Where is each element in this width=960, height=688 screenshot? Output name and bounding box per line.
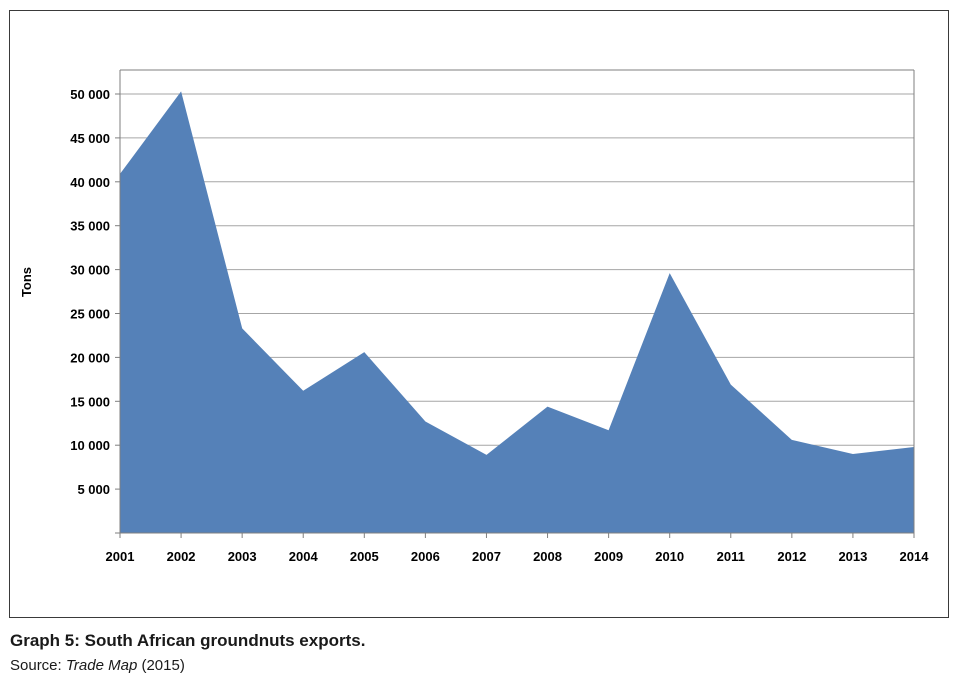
y-tick-label: 30 000 xyxy=(70,263,110,278)
chart-caption: Graph 5: South African groundnuts export… xyxy=(10,631,366,650)
source-suffix: (2015) xyxy=(137,657,185,674)
x-tick-label: 2008 xyxy=(533,549,562,564)
chart-frame xyxy=(9,10,949,618)
chart-source: Source: Trade Map (2015) xyxy=(10,657,185,674)
x-tick-label: 2007 xyxy=(472,549,501,564)
y-tick-label: 40 000 xyxy=(70,175,110,190)
y-tick-label: 10 000 xyxy=(70,438,110,453)
y-tick-label: 5 000 xyxy=(77,482,110,497)
x-tick-label: 2004 xyxy=(289,549,319,564)
area-series xyxy=(120,91,914,534)
x-tick-label: 2013 xyxy=(838,549,867,564)
area-chart: 5 000 10 000 15 000 20 000 25 000 30 000 35 00… xyxy=(19,69,930,564)
x-tick-label: 2012 xyxy=(777,549,806,564)
source-name: Trade Map xyxy=(65,657,138,674)
source-prefix: Source: xyxy=(10,657,66,674)
area-series-fill xyxy=(120,91,914,534)
y-tick-label: 45 000 xyxy=(70,131,110,146)
x-tick-label: 2009 xyxy=(594,549,623,564)
x-tick-label: 2003 xyxy=(228,549,257,564)
y-tick-label: 20 000 xyxy=(70,350,110,365)
y-tick-label: 50 000 xyxy=(70,87,110,102)
x-tick-label: 2010 xyxy=(655,549,684,564)
x-tick-label: 2001 xyxy=(106,549,135,564)
x-tick-label: 2002 xyxy=(167,549,196,564)
x-tick-label: 2011 xyxy=(717,549,745,564)
y-tick-labels: 5 000 10 000 15 000 20 000 25 000 30 000 35 00… xyxy=(70,87,110,497)
y-tick-label: 25 000 xyxy=(70,307,110,322)
y-axis-title: Tons xyxy=(19,267,34,297)
x-tick-label: 2006 xyxy=(411,549,440,564)
y-tick-label: 35 000 xyxy=(70,219,110,234)
axes xyxy=(115,69,915,538)
x-tick-label: 2014 xyxy=(900,549,930,564)
x-tick-labels: 2001 2002 2003 2004 2005 2006 2007 2008 2009 2010… xyxy=(106,549,930,564)
y-tick-label: 15 000 xyxy=(70,394,110,409)
x-tick-label: 2005 xyxy=(350,549,379,564)
